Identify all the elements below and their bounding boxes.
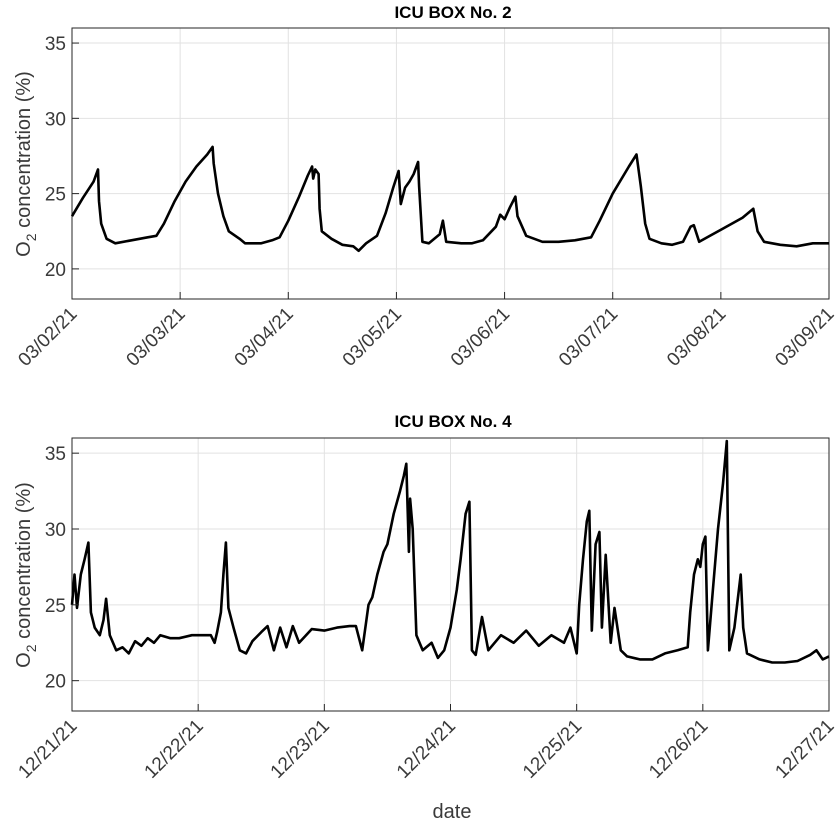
y-tick-label: 20 xyxy=(45,260,66,281)
x-tick-label: 03/09/21 xyxy=(771,304,838,371)
series-line xyxy=(70,145,829,253)
y-tick-label: 25 xyxy=(45,596,66,617)
y-tick-label: 20 xyxy=(45,672,66,693)
plot-area xyxy=(71,27,830,300)
x-tick-label: 03/02/21 xyxy=(14,304,81,371)
x-tick-label: 03/03/21 xyxy=(123,304,190,371)
chart-panel-icu-box-4: ICU BOX No. 4 20 25 30 35 12/21/21 12/22/21 1… xyxy=(13,412,839,823)
x-tick-label: 12/22/21 xyxy=(141,716,208,783)
x-tick-label: 03/04/21 xyxy=(231,304,298,371)
x-tick-label: 12/27/21 xyxy=(771,716,838,783)
chart-title: ICU BOX No. 4 xyxy=(394,412,512,431)
y-tick-label: 30 xyxy=(45,109,66,130)
x-tick-label: 12/26/21 xyxy=(645,716,712,783)
y-axis-label: O2 concentration (%) xyxy=(13,482,39,668)
x-tick-label: 12/24/21 xyxy=(393,716,460,783)
x-tick-label: 12/25/21 xyxy=(519,716,586,783)
x-tick-label: 03/06/21 xyxy=(447,304,514,371)
y-tick-label: 35 xyxy=(45,444,66,465)
y-tick-label: 30 xyxy=(45,520,66,541)
x-tick-label: 12/23/21 xyxy=(267,716,334,783)
x-axis-label: date xyxy=(433,801,472,823)
x-tick-label: 03/08/21 xyxy=(663,304,730,371)
y-tick-label: 25 xyxy=(45,185,66,206)
series-line xyxy=(70,439,830,664)
y-tick-label: 35 xyxy=(45,34,66,55)
x-tick-label: 12/21/21 xyxy=(14,716,81,783)
chart-panel-icu-box-2: ICU BOX No. 2 20 25 30 35 03/02/21 03/03/21 0… xyxy=(13,3,839,371)
y-axis-label: O2 concentration (%) xyxy=(13,71,39,257)
chart-title: ICU BOX No. 2 xyxy=(394,3,511,22)
x-tick-label: 03/07/21 xyxy=(555,304,622,371)
x-tick-label: 03/05/21 xyxy=(339,304,406,371)
